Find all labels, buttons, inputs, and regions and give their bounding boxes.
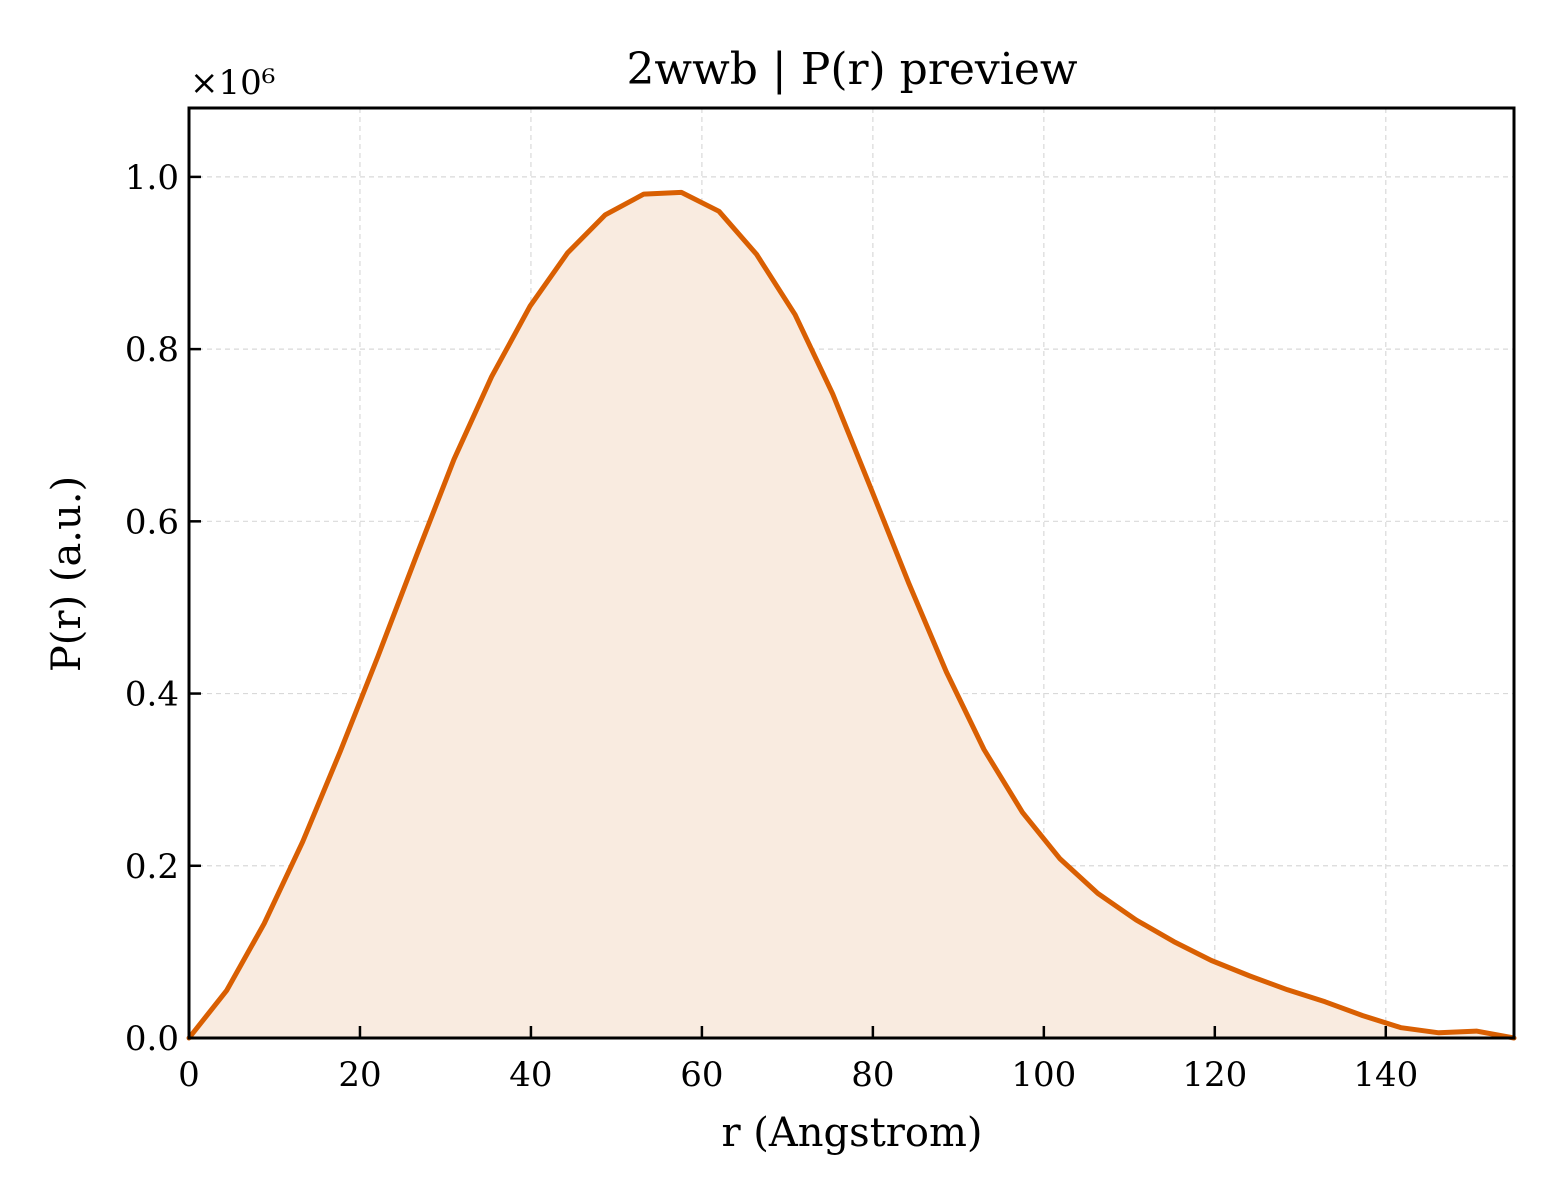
y-tick-label-4: 0.8 [125, 330, 179, 370]
x-tick-label-1: 20 [338, 1055, 381, 1095]
plot-marks [186, 189, 1517, 1041]
pr-area-fill [189, 192, 1514, 1038]
x-tick-label-3: 60 [680, 1055, 723, 1095]
y-tick-label-0: 0.0 [125, 1019, 179, 1059]
x-tick-label-4: 80 [851, 1055, 894, 1095]
y-tick-label-3: 0.6 [125, 502, 179, 542]
x-tick-label-0: 0 [178, 1055, 200, 1095]
x-tick-label-2: 40 [509, 1055, 552, 1095]
tick-marks [187, 175, 1388, 1040]
chart-title: 2wwb | P(r) preview [626, 44, 1077, 95]
y-tick-label-1: 0.2 [125, 847, 179, 887]
y-tick-label-2: 0.4 [125, 675, 179, 715]
x-tick-label-7: 140 [1353, 1055, 1418, 1095]
y-tick-label-5: 1.0 [125, 158, 179, 198]
x-axis-label: r (Angstrom) [721, 1110, 982, 1156]
y-axis-label: P(r) (a.u.) [44, 476, 90, 672]
x-tick-label-5: 100 [1011, 1055, 1076, 1095]
pr-series-line [186, 189, 1517, 1041]
tick-labels: 0 20 40 60 80 100 120 140 0.0 0.2 0.4 0.6 0.8 1.0 [125, 158, 1418, 1095]
y-offset-label: ×10⁶ [190, 63, 275, 103]
plot-frame [187, 106, 1516, 1040]
x-tick-label-6: 120 [1182, 1055, 1247, 1095]
